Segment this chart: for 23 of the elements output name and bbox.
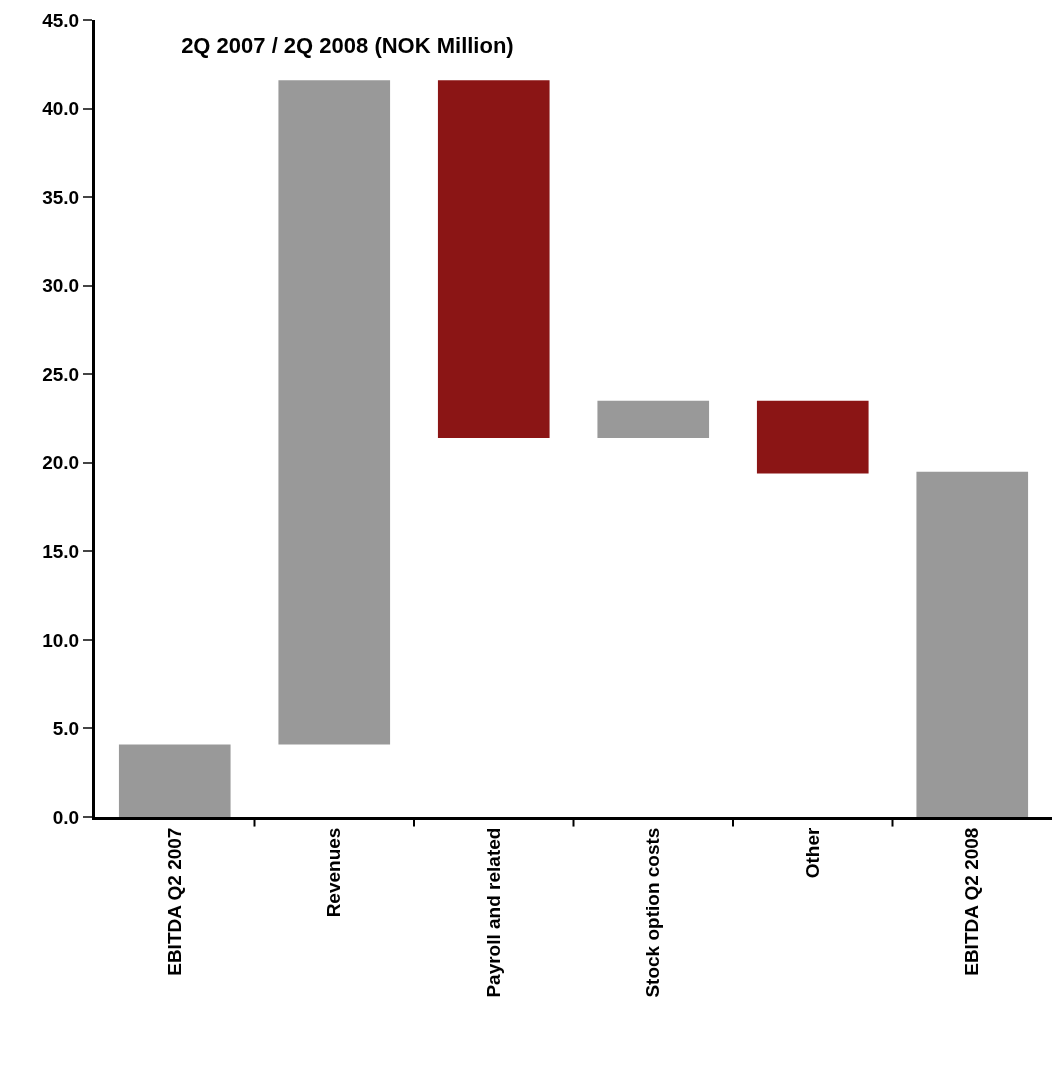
y-tick-label: 5.0 <box>52 718 80 740</box>
y-tick-label: 10.0 <box>42 629 80 651</box>
bar <box>916 471 1029 817</box>
bar <box>437 80 550 438</box>
y-tick-label: 0.0 <box>52 806 80 828</box>
y-tick-label: 15.0 <box>42 540 80 562</box>
bar <box>756 400 869 474</box>
x-tick-label: Stock option costs <box>642 827 664 998</box>
bar <box>118 744 231 817</box>
x-tick-label: Revenues <box>323 827 345 918</box>
bar <box>278 80 391 745</box>
text: 2Q 2007 / 2Q 2008 (NOK Million) <box>181 33 514 59</box>
y-tick-label: 25.0 <box>42 363 80 385</box>
bar <box>597 400 710 438</box>
x-tick-label: EBITDA Q2 2008 <box>961 827 983 976</box>
y-tick-label: 40.0 <box>42 98 80 120</box>
x-tick-label: EBITDA Q2 2007 <box>163 827 185 976</box>
y-tick-label: 35.0 <box>42 186 80 208</box>
y-tick-label: 30.0 <box>42 275 80 297</box>
x-tick-label: Payroll and related <box>482 827 504 998</box>
y-tick-label: 20.0 <box>42 452 80 474</box>
x-tick-label: Other <box>801 827 823 879</box>
y-tick-label: 45.0 <box>42 9 80 31</box>
